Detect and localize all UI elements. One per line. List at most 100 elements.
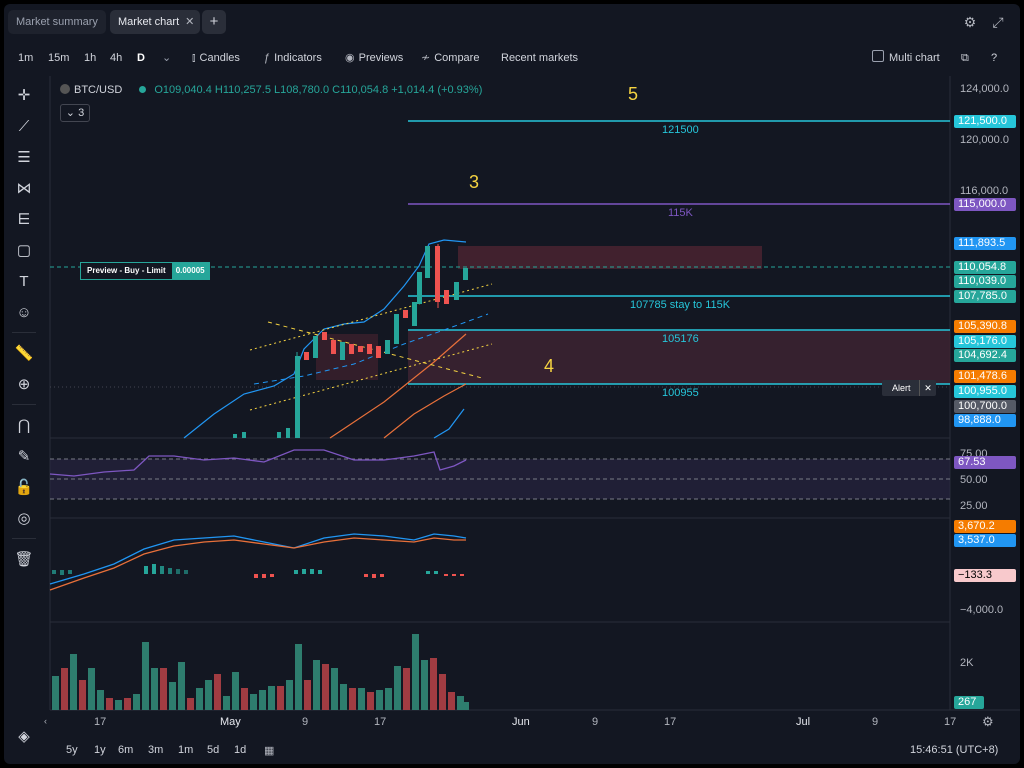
range-6m[interactable]: 6m	[118, 744, 134, 756]
recent-markets-button[interactable]: Recent markets	[501, 52, 579, 64]
eye-icon: ◉	[345, 52, 355, 64]
interval-4h[interactable]: 4h	[110, 52, 123, 64]
price-label-bb-lower: 98,888.0	[954, 414, 1016, 427]
interval-1h[interactable]: 1h	[84, 52, 97, 64]
interval-1m[interactable]: 1m	[18, 52, 34, 64]
macd-signal-label: 3,670.2	[954, 520, 1016, 533]
interval-dropdown-chevron-icon[interactable]: ⌄	[162, 52, 172, 64]
symbol-name[interactable]: BTC/USD	[74, 84, 123, 96]
trend-line-icon[interactable]: ⟋	[18, 118, 30, 135]
status-dot-icon	[139, 86, 147, 93]
magnet-icon[interactable]: ⋂	[17, 417, 31, 434]
tab-market-chart[interactable]: Market chart ✕	[110, 10, 200, 34]
interval-d[interactable]: D	[137, 52, 145, 64]
draw-mode-pencil-icon[interactable]: ✎	[17, 448, 31, 465]
line-label-107785[interactable]: 107785 stay to 115K	[630, 299, 731, 311]
alert-close-icon[interactable]: ✕	[919, 380, 936, 396]
help-icon[interactable]: ?	[991, 52, 998, 64]
macd-tick: −4,000.0	[960, 604, 1004, 616]
price-label-bb-upper: 111,893.5	[954, 237, 1016, 250]
visibility-eye-icon[interactable]: ◎	[17, 510, 31, 527]
tab-label: Market chart	[118, 16, 180, 28]
ruler-icon[interactable]: 📏	[14, 345, 34, 362]
date-tick: 17	[664, 716, 677, 728]
crosshair-icon[interactable]: ✛	[17, 87, 31, 104]
lock-icon[interactable]: 🔓	[14, 479, 34, 496]
indicators-button[interactable]: ƒ Indicators	[264, 50, 322, 66]
line-label-100955[interactable]: 100955	[662, 387, 699, 399]
tab-market-summary[interactable]: Market summary	[8, 10, 106, 34]
scroll-left-chevron-icon[interactable]: ‹	[44, 716, 47, 726]
wave-label-4[interactable]: 4	[544, 356, 555, 376]
date-tick: 9	[872, 716, 879, 728]
line-label-115k[interactable]: 115K	[668, 207, 693, 219]
legend-collapse-button[interactable]: ⌄ 3	[60, 104, 90, 122]
previews-button[interactable]: ◉ Previews	[345, 50, 403, 66]
range-1d[interactable]: 1d	[234, 744, 247, 756]
range-3m[interactable]: 3m	[148, 744, 164, 756]
compare-button[interactable]: ≁ Compare	[421, 50, 479, 66]
camera-icon[interactable]: ⧉	[961, 52, 969, 64]
pattern-tool-icon[interactable]: ⋈	[16, 180, 32, 197]
app-window: Market summary Market chart ✕ + ⚙ ⤢ 1m 15…	[4, 4, 1020, 764]
trash-icon[interactable]: 🗑	[14, 551, 34, 568]
range-1m[interactable]: 1m	[178, 744, 194, 756]
range-5d[interactable]: 5d	[207, 744, 220, 756]
multi-chart-checkbox[interactable]	[872, 50, 884, 62]
price-label-104692: 104,692.4	[954, 349, 1016, 362]
price-label-121500: 121,500.0	[954, 115, 1016, 128]
fullscreen-icon[interactable]: ⤢	[992, 14, 1004, 30]
range-5y[interactable]: 5y	[66, 744, 78, 756]
line-label-105176[interactable]: 105176	[662, 333, 699, 345]
range-1y[interactable]: 1y	[94, 744, 106, 756]
clock-timezone[interactable]: 15:46:51 (UTC+8)	[910, 744, 999, 756]
line-label-121500[interactable]: 121500	[662, 124, 699, 136]
date-tick: 17	[94, 716, 107, 728]
candles-label: Candles	[199, 52, 240, 64]
price-label-ma: 110,039.0	[954, 275, 1016, 288]
compare-label: Compare	[434, 52, 480, 64]
interval-15m[interactable]: 15m	[48, 52, 70, 64]
price-label-107785: 107,785.0	[954, 290, 1016, 303]
multi-chart-toggle[interactable]: Multi chart	[872, 50, 940, 66]
alert-text: Alert	[892, 383, 911, 393]
price-tick: 116,000.0	[960, 185, 1009, 197]
settings-gear-icon[interactable]: ⚙	[963, 14, 977, 30]
date-tick: May	[220, 716, 241, 728]
price-tick: 120,000.0	[960, 134, 1009, 146]
fib-tool-icon[interactable]: ⋿	[17, 211, 31, 228]
chart-toolbar: 1m 15m 1h 4h D ⌄ ⫾ Candles ƒ Indicators ◉ P…	[4, 44, 1020, 72]
price-label-ma-orange: 105,390.8	[954, 320, 1016, 333]
close-tab-icon[interactable]: ✕	[185, 16, 195, 28]
tool-divider	[12, 332, 36, 333]
preview-order-text: Preview - Buy - Limit	[87, 266, 166, 275]
zoom-in-icon[interactable]: ⊕	[17, 376, 31, 393]
candles-icon: ⫾	[192, 52, 196, 64]
new-tab-button[interactable]: +	[202, 10, 226, 34]
calendar-icon[interactable]: ▦	[264, 745, 275, 757]
bottom-range-bar: 5y 1y 6m 3m 1m 5d 1d ▦ 15:46:51 (UTC+8)	[4, 738, 1020, 764]
macd-hist-label: −133.3	[954, 569, 1016, 582]
layers-icon[interactable]: ◈	[18, 728, 30, 745]
axis-settings-icon[interactable]: ⚙	[982, 714, 994, 729]
tool-divider	[12, 538, 36, 539]
preview-order-label[interactable]: Preview - Buy - Limit 0.00005	[80, 262, 210, 280]
chevron-down-icon: ⌄	[65, 107, 76, 119]
rectangle-tool-icon[interactable]: ▢	[16, 242, 32, 259]
volume-tick: 2K	[960, 657, 974, 669]
date-tick: 17	[944, 716, 957, 728]
alert-label[interactable]: Alert ✕	[882, 380, 936, 396]
text-tool-icon[interactable]: T	[19, 273, 29, 290]
candles-button[interactable]: ⫾ Candles	[192, 50, 240, 66]
date-tick: 17	[374, 716, 387, 728]
tab-bar: Market summary Market chart ✕ + ⚙ ⤢	[4, 4, 1020, 40]
rsi-value-label: 67.53	[954, 456, 1016, 469]
wave-label-3[interactable]: 3	[469, 172, 480, 192]
wave-label-5[interactable]: 5	[628, 84, 639, 104]
chart-canvas[interactable]	[4, 4, 1020, 764]
horizontal-lines-icon[interactable]: ☰	[17, 149, 31, 166]
volume-value-label: 267	[954, 696, 984, 709]
indicators-icon: ƒ	[264, 52, 271, 64]
date-tick: 9	[592, 716, 599, 728]
emoji-icon[interactable]: ☺	[16, 304, 32, 321]
